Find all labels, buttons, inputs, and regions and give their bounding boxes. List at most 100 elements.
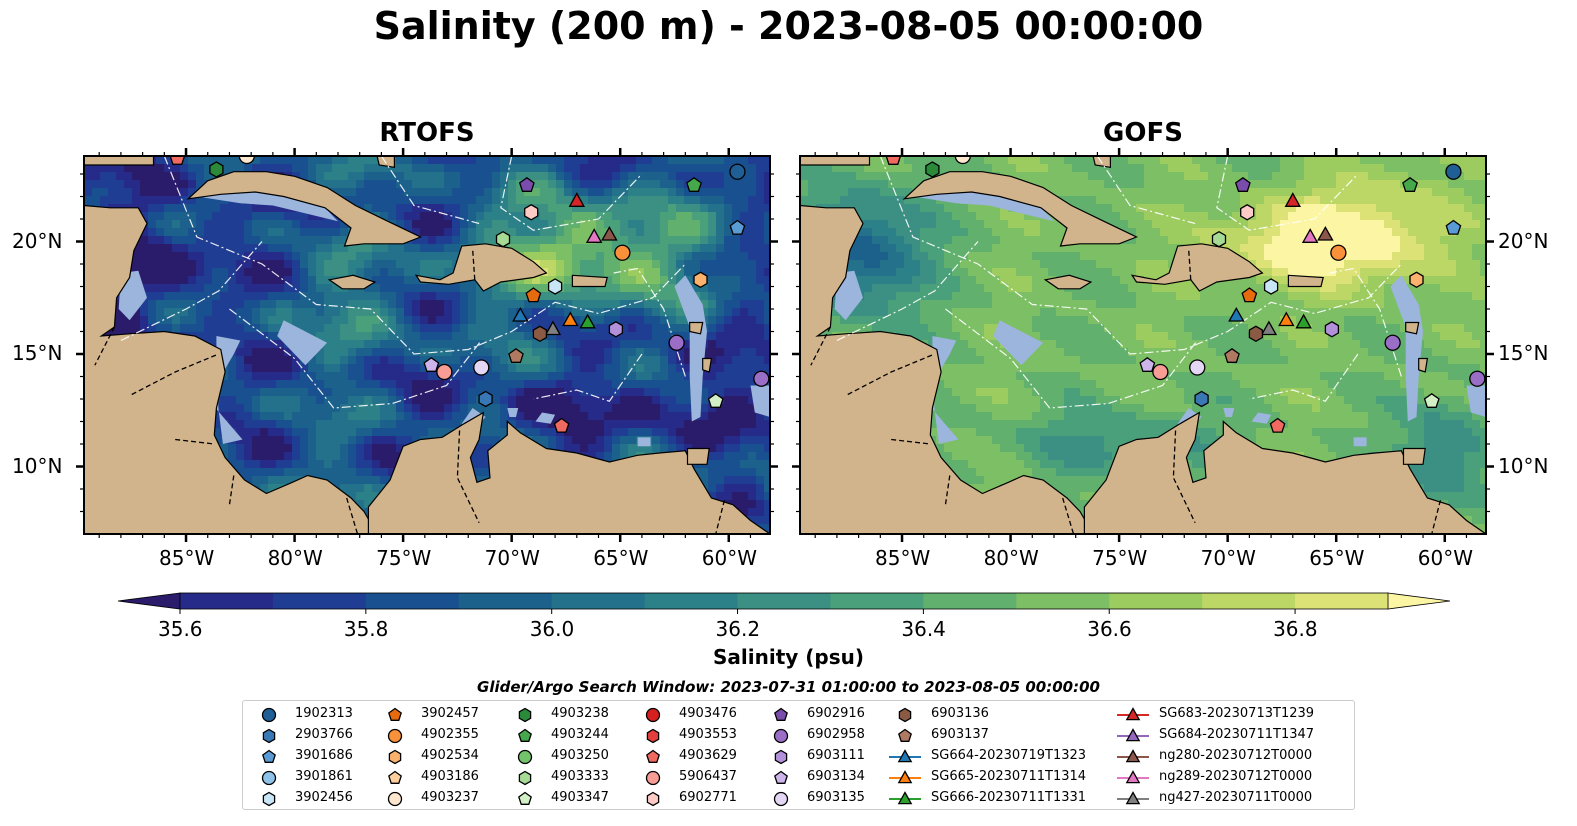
legend-label: 4903629	[679, 748, 737, 763]
obs-marker-6903137	[1224, 347, 1240, 363]
land-lesserant1	[689, 321, 704, 335]
obs-marker-sg683-20230713t1239	[568, 192, 586, 207]
legend-item-4903186: 4903186	[377, 767, 497, 787]
map-frame-rtofs	[83, 155, 771, 535]
legend-label: 4903333	[551, 769, 609, 784]
obs-marker-sg666-20230711t1331	[1295, 313, 1312, 329]
obs-marker-5906437	[436, 363, 453, 381]
x-tick-label: 60°W	[701, 546, 757, 570]
legend-item-4903237: 4903237	[377, 788, 497, 808]
colorbar-segment	[180, 593, 274, 609]
obs-marker-4903237	[238, 156, 255, 165]
obs-marker-6902958	[1469, 370, 1486, 387]
pentagon-icon	[774, 770, 788, 784]
y-tick-label: 15°N	[12, 341, 63, 365]
legend-item-6902771: 6902771	[635, 788, 755, 808]
legend-marker	[517, 749, 533, 765]
triangle-icon	[1117, 749, 1149, 763]
legend-marker	[774, 707, 788, 721]
obs-marker-6903136	[1248, 325, 1264, 343]
legend-item-6903136: 6903136	[887, 704, 1107, 724]
legend-label: 6903136	[931, 706, 989, 721]
obs-marker-4903244	[686, 177, 702, 192]
y-tick-label: 20°N	[1498, 228, 1549, 253]
circle-icon	[645, 770, 661, 786]
obs-marker-2903766	[1194, 390, 1209, 408]
pentagon-icon	[518, 791, 532, 805]
legend-item-4902534: 4902534	[377, 746, 497, 766]
legend-item-4903347: 4903347	[507, 788, 627, 808]
legend-label: 4903476	[679, 706, 737, 721]
legend-label: 6902916	[807, 706, 865, 721]
legend-marker	[774, 749, 788, 765]
panel-title-rtofs: RTOFS	[379, 118, 475, 148]
legend-label: 4903244	[551, 727, 609, 742]
legend-marker	[773, 791, 789, 807]
legend-marker	[898, 728, 912, 742]
land-trinidad	[686, 447, 710, 465]
land-yucatanbay	[800, 156, 871, 166]
obs-marker-6902771	[524, 204, 539, 221]
colorbar-segment	[458, 593, 553, 609]
legend-item-sg684-20230711t1347: SG684-20230711T1347	[1115, 725, 1335, 745]
legend-label: 4903553	[679, 727, 737, 742]
hexagon-icon	[898, 707, 912, 723]
obs-marker-4903629	[169, 156, 186, 165]
legend-item-ng427-20230711t0000: ng427-20230711T0000	[1115, 788, 1335, 808]
legend-item-sg665-20230711t1314: SG665-20230711T1314	[887, 767, 1107, 787]
y-tick-label: 10°N	[12, 453, 63, 478]
x-tick-label: 65°W	[1309, 546, 1365, 570]
legend-item-4903553: 4903553	[635, 725, 755, 745]
legend-marker	[262, 728, 276, 744]
circle-icon	[261, 707, 277, 723]
legend-item-2903766: 2903766	[251, 725, 371, 745]
land-central	[84, 204, 378, 534]
legend-item-6903135: 6903135	[763, 788, 883, 808]
legend-marker	[262, 749, 276, 763]
legend-marker	[1125, 728, 1141, 742]
x-tick-label: 85°W	[875, 546, 931, 570]
legend-item-4903244: 4903244	[507, 725, 627, 745]
legend-item-5906437: 5906437	[635, 767, 755, 787]
legend-marker	[262, 791, 276, 807]
figure-title: Salinity (200 m) - 2023-08-05 00:00:00	[373, 4, 1204, 48]
legend-marker	[898, 707, 912, 723]
obs-marker-ng280-20230712t0000	[1317, 225, 1334, 241]
legend-label: 1902313	[295, 706, 353, 721]
obs-marker-6902916	[518, 177, 535, 192]
land-central	[800, 204, 1094, 534]
legend-marker	[518, 707, 532, 723]
land-cuba	[186, 171, 423, 247]
triangle-icon	[1117, 728, 1149, 742]
circle-icon	[517, 749, 533, 765]
legend-marker	[1125, 791, 1141, 805]
obs-marker-6903134	[1139, 357, 1156, 372]
colorbar-segment	[737, 593, 831, 609]
colorbar-tick-label: 36.8	[1273, 617, 1318, 641]
land-hispaniola	[414, 243, 548, 292]
circle-icon	[773, 728, 789, 744]
obs-marker-4903333	[495, 230, 511, 248]
obs-marker-4903333	[1211, 230, 1227, 248]
legend-marker	[897, 770, 913, 784]
map-frame-gofs	[799, 155, 1487, 535]
triangle-icon	[889, 770, 921, 784]
legend-item-4903629: 4903629	[635, 746, 755, 766]
obs-marker-2903766	[478, 390, 493, 408]
legend-label: 4903250	[551, 748, 609, 763]
obs-marker-1902313	[1445, 163, 1462, 180]
colorbar-tick-label: 35.6	[158, 617, 203, 641]
legend-marker	[645, 770, 661, 786]
circle-icon	[645, 707, 661, 723]
legend-label: SG683-20230713T1239	[1159, 706, 1315, 721]
pentagon-icon	[646, 749, 660, 763]
legend-item-6902958: 6902958	[763, 725, 883, 745]
land-southamerica	[367, 411, 770, 534]
legend-label: 3901861	[295, 769, 353, 784]
circle-icon	[261, 770, 277, 786]
hexagon-icon	[774, 749, 788, 765]
legend-marker	[518, 770, 532, 786]
hexagon-icon	[518, 707, 532, 723]
legend-item-sg666-20230711t1331: SG666-20230711T1331	[887, 788, 1107, 808]
